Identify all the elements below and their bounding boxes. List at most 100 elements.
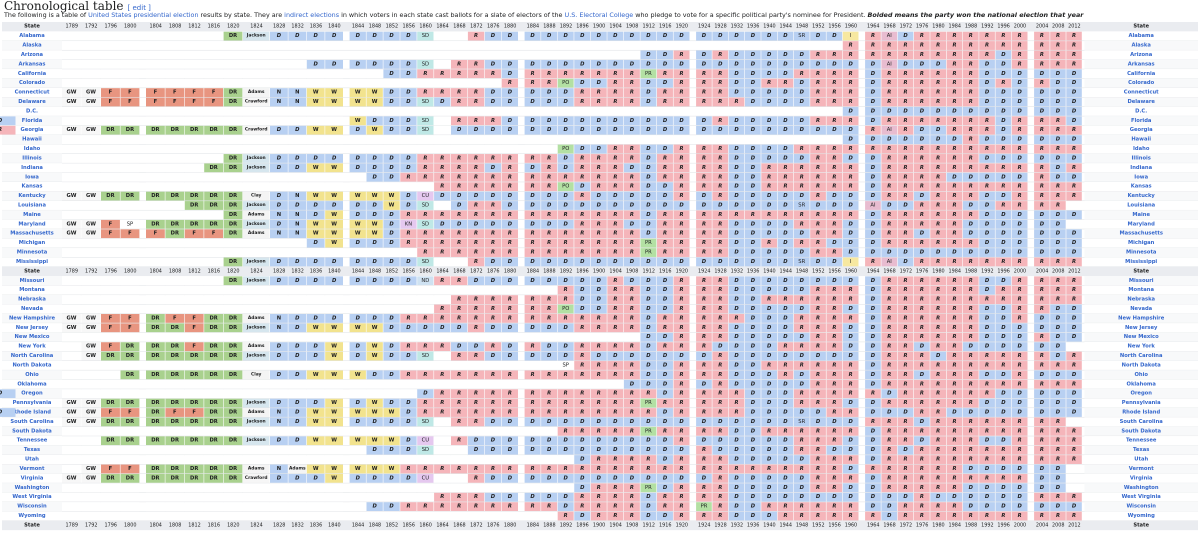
- state-name-right[interactable]: South Carolina: [1120, 419, 1164, 425]
- state-name-right[interactable]: Texas: [1133, 447, 1149, 453]
- state-name-right[interactable]: Arkansas: [1128, 61, 1155, 67]
- state-name-right[interactable]: Illinois: [1132, 155, 1151, 161]
- state-name[interactable]: Hawaii: [22, 137, 42, 143]
- state-name[interactable]: New Mexico: [15, 334, 50, 340]
- state-name-right[interactable]: California: [1127, 71, 1156, 77]
- state-name[interactable]: Nevada: [21, 306, 43, 312]
- state-name-right[interactable]: South Dakota: [1121, 428, 1161, 434]
- state-name[interactable]: Massachusetts: [10, 231, 53, 237]
- state-name-right[interactable]: New York: [1128, 344, 1156, 350]
- link-electoral-college[interactable]: U.S. Electoral College: [564, 11, 634, 19]
- state-name-right[interactable]: Iowa: [1134, 174, 1148, 180]
- state-name[interactable]: Iowa: [25, 174, 39, 180]
- state-name-right[interactable]: New Hampshire: [1118, 315, 1165, 321]
- state-name-right[interactable]: Maryland: [1128, 221, 1156, 227]
- state-name-right[interactable]: Nebraska: [1127, 297, 1155, 303]
- state-name[interactable]: Utah: [25, 457, 39, 463]
- edit-link-label[interactable]: edit: [132, 4, 146, 12]
- state-name[interactable]: Alaska: [22, 43, 42, 49]
- state-name[interactable]: Arkansas: [19, 61, 46, 67]
- state-name[interactable]: D.C.: [26, 108, 38, 114]
- state-name-right[interactable]: Pennsylvania: [1122, 400, 1161, 406]
- state-name[interactable]: Pennsylvania: [13, 400, 52, 406]
- state-name[interactable]: Illinois: [22, 155, 41, 161]
- result-cell-2004: [1034, 31, 1050, 41]
- state-name-right[interactable]: Mississippi: [1125, 259, 1157, 265]
- state-name-right[interactable]: Tennessee: [1126, 438, 1157, 444]
- state-name-right[interactable]: Alabama: [1128, 33, 1154, 39]
- state-name[interactable]: Maryland: [18, 221, 46, 227]
- state-name-right[interactable]: Montana: [1128, 287, 1154, 293]
- state-name[interactable]: Florida: [22, 118, 43, 124]
- state-name[interactable]: Tennessee: [17, 438, 48, 444]
- state-name[interactable]: California: [18, 71, 47, 77]
- state-name-right[interactable]: New Mexico: [1124, 334, 1159, 340]
- state-name-right[interactable]: Michigan: [1128, 240, 1155, 246]
- state-name[interactable]: Rhode Island: [13, 410, 51, 416]
- state-name[interactable]: New Hampshire: [9, 315, 56, 321]
- state-name[interactable]: North Carolina: [11, 353, 54, 359]
- result-label-2000: D: [1017, 250, 1022, 256]
- state-name-right[interactable]: Georgia: [1130, 127, 1153, 133]
- link-presidential-election[interactable]: United States presidential election: [88, 11, 199, 19]
- state-name[interactable]: Maine: [23, 212, 41, 218]
- state-name[interactable]: South Carolina: [10, 419, 54, 425]
- state-name[interactable]: Texas: [24, 447, 40, 453]
- state-name[interactable]: Connecticut: [15, 90, 50, 96]
- state-name-right[interactable]: Kentucky: [1128, 193, 1156, 199]
- state-name[interactable]: Georgia: [21, 127, 44, 133]
- state-name-right[interactable]: Louisiana: [1127, 202, 1155, 208]
- state-name[interactable]: South Dakota: [12, 428, 52, 434]
- state-name-right[interactable]: Kansas: [1131, 184, 1152, 190]
- state-name-right[interactable]: Hawaii: [1131, 137, 1151, 143]
- state-name-right[interactable]: Missouri: [1129, 278, 1154, 284]
- state-name[interactable]: Michigan: [19, 240, 46, 246]
- state-name[interactable]: North Dakota: [12, 362, 52, 368]
- state-name[interactable]: Missouri: [20, 278, 45, 284]
- state-name-right[interactable]: Utah: [1134, 457, 1148, 463]
- state-name-right[interactable]: Connecticut: [1124, 90, 1159, 96]
- state-name[interactable]: Oklahoma: [17, 381, 47, 387]
- state-name[interactable]: Mississippi: [16, 259, 48, 265]
- state-name-right[interactable]: Oregon: [1130, 391, 1152, 397]
- result-cell-1852: [383, 163, 400, 173]
- state-name[interactable]: Louisiana: [18, 202, 46, 208]
- state-name[interactable]: Montana: [19, 287, 45, 293]
- state-name-right[interactable]: North Dakota: [1122, 362, 1162, 368]
- state-name-right[interactable]: Massachusetts: [1119, 231, 1162, 237]
- state-name-right[interactable]: Maine: [1132, 212, 1150, 218]
- state-name-right[interactable]: New Jersey: [1125, 325, 1158, 331]
- state-name[interactable]: Delaware: [18, 99, 46, 105]
- state-name-right[interactable]: Rhode Island: [1122, 410, 1160, 416]
- state-name-right[interactable]: Colorado: [1128, 80, 1154, 86]
- state-name[interactable]: Vermont: [20, 466, 45, 472]
- state-name-right[interactable]: Alaska: [1132, 43, 1152, 49]
- state-name[interactable]: Arizona: [21, 52, 44, 58]
- state-name[interactable]: Alabama: [19, 33, 45, 39]
- state-name-right[interactable]: Arizona: [1130, 52, 1153, 58]
- edit-link[interactable]: [ edit ]: [127, 4, 151, 12]
- state-name-right[interactable]: Indiana: [1130, 165, 1152, 171]
- state-name[interactable]: New York: [18, 344, 46, 350]
- state-name-right[interactable]: Nevada: [1130, 306, 1152, 312]
- state-name[interactable]: Kentucky: [18, 193, 46, 199]
- state-name[interactable]: Colorado: [19, 80, 45, 86]
- state-name[interactable]: Kansas: [22, 184, 43, 190]
- state-name[interactable]: New Jersey: [16, 325, 49, 331]
- state-name[interactable]: Indiana: [21, 165, 43, 171]
- state-name[interactable]: Nebraska: [18, 297, 46, 303]
- result-label-1996: R: [1001, 33, 1005, 39]
- state-name-right[interactable]: D.C.: [1135, 108, 1147, 114]
- state-name[interactable]: Oregon: [21, 391, 43, 397]
- state-name[interactable]: Idaho: [24, 146, 41, 152]
- state-name-right[interactable]: Florida: [1131, 118, 1152, 124]
- state-name[interactable]: Minnesota: [17, 250, 48, 256]
- link-indirect-elections[interactable]: indirect elections: [284, 11, 340, 19]
- state-name-right[interactable]: Idaho: [1133, 146, 1150, 152]
- state-name-right[interactable]: Minnesota: [1126, 250, 1157, 256]
- state-name-right[interactable]: Oklahoma: [1127, 381, 1157, 387]
- state-name-right[interactable]: Ohio: [1134, 372, 1148, 378]
- state-name-right[interactable]: North Carolina: [1120, 353, 1163, 359]
- state-name[interactable]: Ohio: [25, 372, 39, 378]
- state-name-right[interactable]: Delaware: [1127, 99, 1155, 105]
